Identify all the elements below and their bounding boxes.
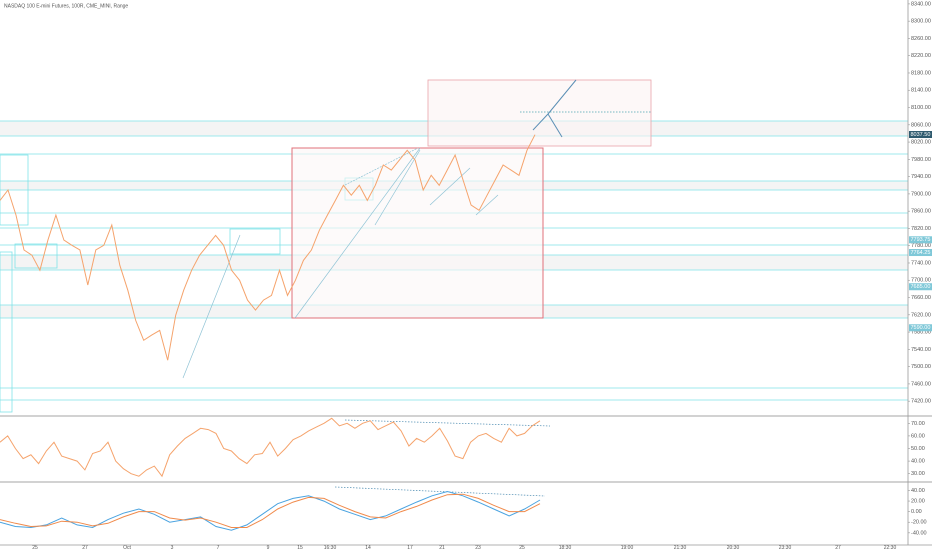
line: [0, 417, 541, 478]
y-tick-label: 7940.00: [911, 174, 931, 180]
y-tick-label: 40.00: [911, 459, 925, 465]
zones: [0, 79, 908, 497]
x-tick-label: 22:30: [884, 545, 897, 550]
y-tick-label: 40.00: [911, 488, 925, 494]
x-tick-label: 3: [171, 545, 174, 550]
price-marker-label: 7793.75: [911, 237, 931, 243]
line: [0, 493, 541, 528]
x-tick-label: 27: [835, 545, 841, 550]
y-tick-label: 8140.00: [911, 88, 931, 94]
y-tick-label: 30.00: [911, 471, 925, 477]
y-tick-label: 7420.00: [911, 399, 931, 405]
x-tick-label: 25: [519, 545, 525, 550]
y-tick-label: 8100.00: [911, 105, 931, 111]
y-tick-label: 7900.00: [911, 191, 931, 197]
y-tick-label: 7580.00: [911, 330, 931, 336]
price-marker: [909, 324, 932, 332]
y-tick-label: 7740.00: [911, 260, 931, 266]
x-tick-label: 27: [82, 545, 88, 550]
y-tick-label: 7780.00: [911, 243, 931, 249]
x-tick-label: 18:30: [559, 545, 572, 550]
price-marker: [909, 283, 932, 291]
y-tick-label: 7980.00: [911, 157, 931, 163]
y-tick-label: 50.00: [911, 446, 925, 452]
x-tick-label: Oct: [123, 545, 131, 550]
y-tick-label: 8180.00: [911, 70, 931, 76]
y-tick-label: 20.00: [911, 499, 925, 505]
x-tick-label: 9: [267, 545, 270, 550]
x-tick-label: 15: [297, 545, 303, 550]
y-tick-label: 7700.00: [911, 278, 931, 284]
y-tick-label: -40.00: [911, 530, 927, 536]
y-tick-label: 8260.00: [911, 36, 931, 42]
y-tick-label: 7540.00: [911, 347, 931, 353]
price-marker: [909, 236, 932, 244]
line: [0, 134, 536, 361]
y-tick-label: 8020.00: [911, 140, 931, 146]
y-tick-label: 8060.00: [911, 122, 931, 128]
price-marker: [909, 131, 932, 139]
x-tick-label: 20:30: [727, 545, 740, 550]
y-tick-label: 70.00: [911, 421, 925, 427]
x-tick-label: 17: [407, 545, 413, 550]
x-tick-label: 21: [439, 545, 445, 550]
x-tick-label: 25: [32, 545, 38, 550]
x-tick-label: 21:30: [674, 545, 687, 550]
x-tick-label: 23: [475, 545, 481, 550]
price-marker: [909, 249, 932, 257]
x-tick-label: 16:30: [324, 545, 337, 550]
price-marker-label: 7590.00: [911, 325, 931, 331]
y-tick-label: 7660.00: [911, 295, 931, 301]
x-tick-label: 7: [217, 545, 220, 550]
y-tick-label: 60.00: [911, 433, 925, 439]
price-marker-label: 7685.00: [911, 284, 931, 290]
y-tick-label: 8340.00: [911, 1, 931, 7]
y-tick-label: 7860.00: [911, 209, 931, 215]
price-marker-label: 7764.25: [911, 250, 931, 256]
price-marker-label: 8037.50: [911, 132, 931, 138]
y-tick-label: 7820.00: [911, 226, 931, 232]
y-tick-label: 0.00: [911, 509, 922, 515]
x-tick-label: 23:30: [779, 545, 792, 550]
y-tick-label: 7620.00: [911, 312, 931, 318]
x-tick-label: 14: [365, 545, 371, 550]
x-tick-label: 19:00: [621, 545, 634, 550]
y-tick-label: 8300.00: [911, 19, 931, 25]
y-tick-label: -20.00: [911, 520, 927, 526]
line: [0, 490, 541, 531]
y-tick-label: 8220.00: [911, 53, 931, 59]
y-tick-label: 7500.00: [911, 364, 931, 370]
y-tick-label: 7460.00: [911, 381, 931, 387]
chart-title: NASDAQ 100 E-mini Futures, 100R, CME_MIN…: [4, 3, 128, 9]
